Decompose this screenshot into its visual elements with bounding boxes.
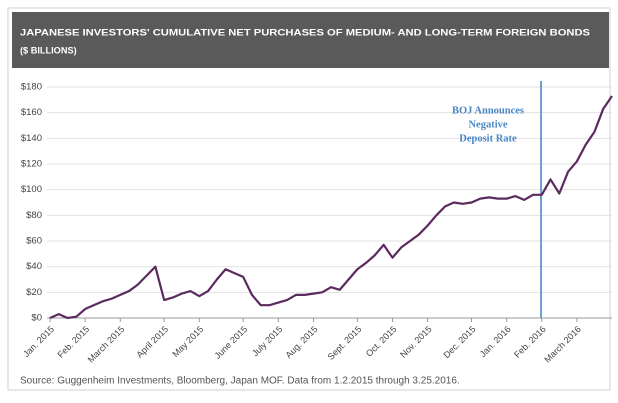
series-line	[49, 95, 613, 320]
y-tick-label: $100	[21, 184, 42, 195]
y-tick-label: $0	[31, 313, 42, 324]
chart-subtitle: ($ BILLIONS)	[20, 45, 77, 55]
annotation: BOJ Announces	[452, 105, 524, 116]
annotation: Negative	[468, 119, 507, 130]
header-bar	[12, 12, 609, 68]
source-note: Source: Guggenheim Investments, Bloomber…	[20, 376, 460, 387]
y-tick-label: $120	[21, 159, 42, 170]
y-tick-label: $20	[26, 287, 42, 298]
frame	[7, 7, 611, 391]
y-tick-label: $60	[26, 236, 42, 247]
annotation: Deposit Rate	[459, 133, 517, 144]
chart-title: JAPANESE INVESTORS' CUMULATIVE NET PURCH…	[20, 27, 590, 37]
y-tick-label: $140	[21, 133, 42, 144]
y-tick-label: $40	[26, 261, 42, 272]
y-tick-label: $80	[26, 210, 42, 221]
y-tick-label: $160	[21, 107, 42, 118]
y-tick-label: $180	[21, 82, 42, 93]
